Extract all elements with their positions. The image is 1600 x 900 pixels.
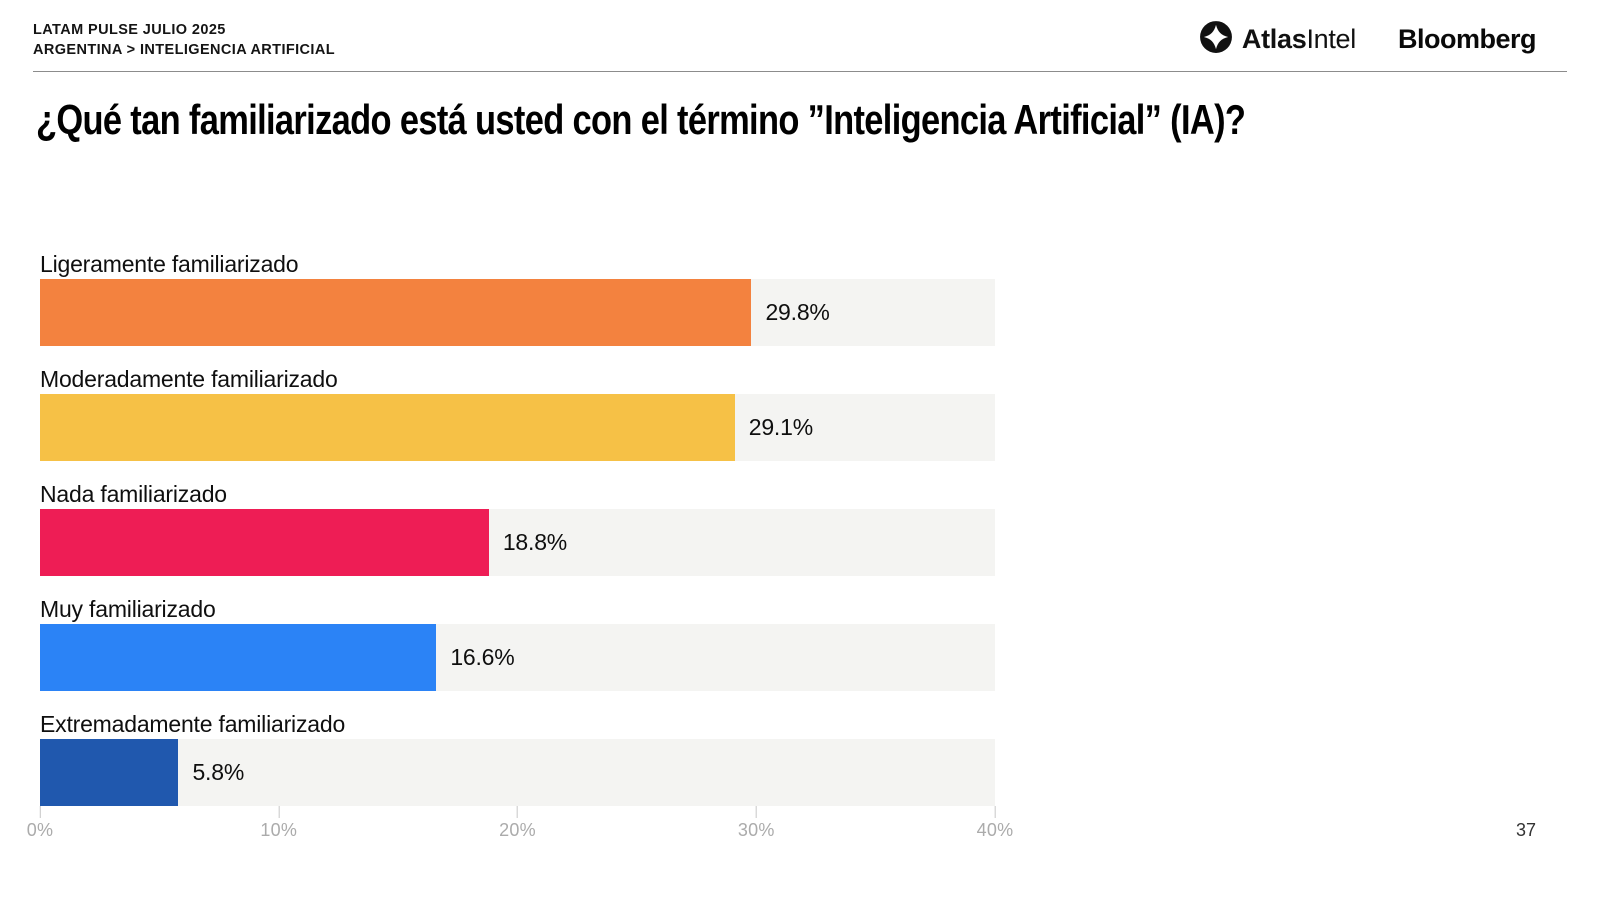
- bar-category-label: Ligeramente familiarizado: [40, 251, 299, 277]
- bar-fill: [40, 279, 752, 346]
- bar-track: 29.8%: [40, 279, 995, 346]
- page-number: 37: [1515, 820, 1536, 840]
- x-axis-tick: 40%: [977, 806, 1014, 841]
- atlasintel-wordmark: AtlasIntel: [1242, 24, 1356, 55]
- logo-block: AtlasIntel Bloomberg: [1199, 20, 1537, 59]
- bar-category-label: Moderadamente familiarizado: [40, 366, 338, 392]
- page-title: ¿Qué tan familiarizado está usted con el…: [36, 96, 1511, 144]
- bar-track: 16.6%: [40, 624, 995, 691]
- breadcrumb: ARGENTINA > INTELIGENCIA ARTIFICIAL: [33, 42, 335, 58]
- atlasintel-wordmark-bold: Atlas: [1241, 24, 1307, 54]
- bar-value-label: 5.8%: [192, 759, 245, 785]
- tick-mark: [39, 806, 41, 818]
- bar-chart: Ligeramente familiarizado 29.8% Moderada…: [40, 250, 995, 806]
- tick-mark: [278, 806, 280, 818]
- bar-fill: [40, 394, 735, 461]
- tick-label: 10%: [260, 820, 298, 840]
- bar-fill: [40, 739, 179, 806]
- bar-category-label: Nada familiarizado: [40, 481, 227, 507]
- bar-row: Nada familiarizado 18.8%: [40, 480, 995, 576]
- tick-mark: [516, 806, 518, 818]
- report-name: LATAM PULSE JULIO 2025: [33, 22, 226, 38]
- bar-track: 18.8%: [40, 509, 995, 576]
- bar-row: Muy familiarizado 16.6%: [40, 595, 995, 691]
- x-axis: 0% 10% 20% 30% 40%: [27, 806, 1013, 846]
- header-divider: [33, 71, 1567, 72]
- atlasintel-star-icon: [1199, 20, 1233, 59]
- x-axis-tick: 20%: [499, 806, 536, 841]
- bar-value-label: 29.8%: [765, 299, 830, 325]
- bar-value-label: 18.8%: [502, 529, 568, 555]
- bar-row: Extremadamente familiarizado 5.8%: [40, 710, 995, 806]
- bar-track: 29.1%: [40, 394, 995, 461]
- bar-fill: [40, 509, 489, 576]
- bar-category-label: Extremadamente familiarizado: [40, 711, 346, 737]
- x-axis-tick: 30%: [738, 806, 775, 841]
- bar-value-label: 16.6%: [450, 644, 515, 670]
- x-axis-tick: 0%: [27, 806, 53, 841]
- tick-label: 30%: [737, 820, 775, 840]
- bar-category-label: Muy familiarizado: [40, 596, 216, 622]
- atlasintel-logo: AtlasIntel: [1199, 20, 1356, 59]
- bar-track: 5.8%: [40, 739, 995, 806]
- x-axis-tick: 10%: [260, 806, 297, 841]
- bar-fill: [40, 624, 437, 691]
- bar-row: Ligeramente familiarizado 29.8%: [40, 250, 995, 346]
- page-title-text: ¿Qué tan familiarizado está usted con el…: [36, 96, 1246, 143]
- bar-value-label: 29.1%: [748, 414, 813, 440]
- tick-label: 0%: [26, 820, 54, 840]
- tick-mark: [994, 806, 996, 818]
- tick-label: 40%: [976, 820, 1014, 840]
- bloomberg-logo: Bloomberg: [1397, 24, 1537, 54]
- header-meta: LATAM PULSE JULIO 2025 ARGENTINA > INTEL…: [33, 20, 335, 60]
- tick-mark: [755, 806, 757, 818]
- tick-label: 20%: [499, 820, 536, 840]
- bar-row: Moderadamente familiarizado 29.1%: [40, 365, 995, 461]
- atlasintel-wordmark-regular: Intel: [1306, 24, 1356, 54]
